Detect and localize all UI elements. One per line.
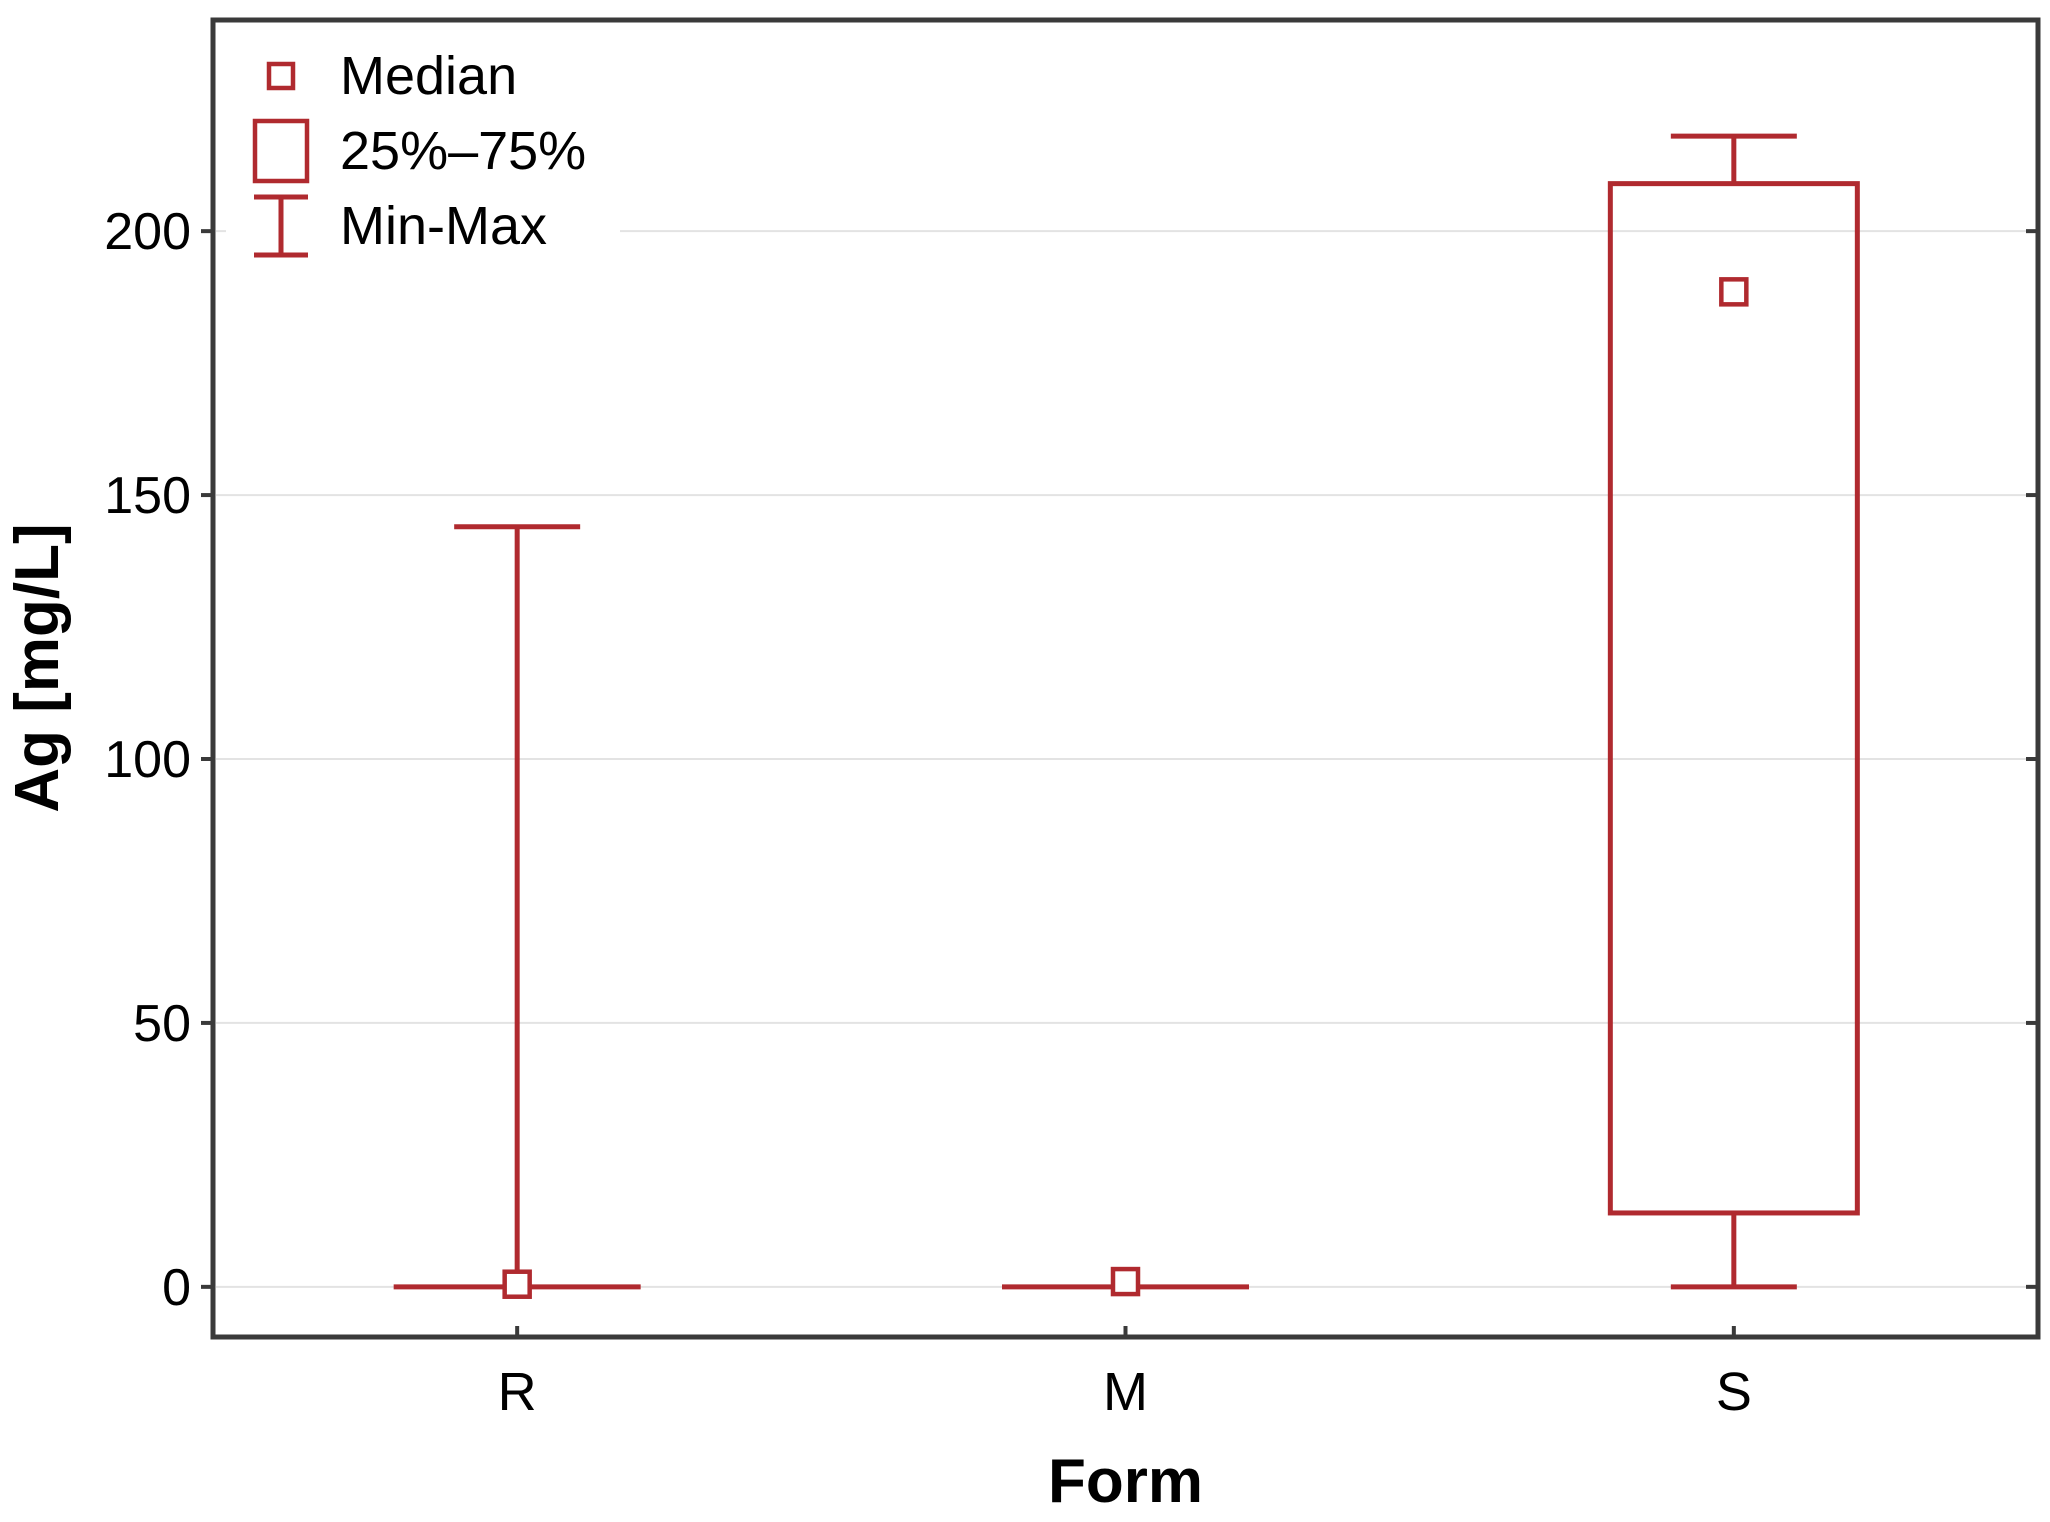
min-max-whisker-icon xyxy=(250,188,312,263)
category-label: M xyxy=(1103,1362,1148,1422)
y-tick-label: 200 xyxy=(104,203,191,261)
plot-frame xyxy=(210,17,2041,1340)
legend-label-median: Median xyxy=(340,45,518,106)
legend-item-median: Median xyxy=(250,38,586,113)
legend-label-minmax: Min-Max xyxy=(340,195,548,256)
legend-label-iqr: 25%–75% xyxy=(340,120,587,181)
y-tick-label: 150 xyxy=(104,467,191,525)
category-label: R xyxy=(498,1362,537,1422)
category-label: S xyxy=(1716,1362,1752,1422)
median-marker xyxy=(1110,1266,1141,1297)
legend-item-iqr: 25%–75% xyxy=(250,113,586,188)
median-marker xyxy=(1719,277,1749,307)
y-tick-label: 100 xyxy=(104,731,191,789)
legend-item-minmax: Min-Max xyxy=(250,188,586,263)
iqr-box-icon xyxy=(250,113,312,188)
median-marker-icon xyxy=(250,38,312,113)
legend: Median 25%–75% Min-Max xyxy=(226,30,621,271)
y-tick-label: 0 xyxy=(162,1259,191,1317)
median-marker xyxy=(502,1269,532,1299)
y-tick-label: 50 xyxy=(133,995,191,1053)
y-axis-title: Ag [mg/L] xyxy=(3,523,72,813)
x-axis-title: Form xyxy=(1048,1447,1203,1516)
iqr-box xyxy=(1607,181,1860,1216)
